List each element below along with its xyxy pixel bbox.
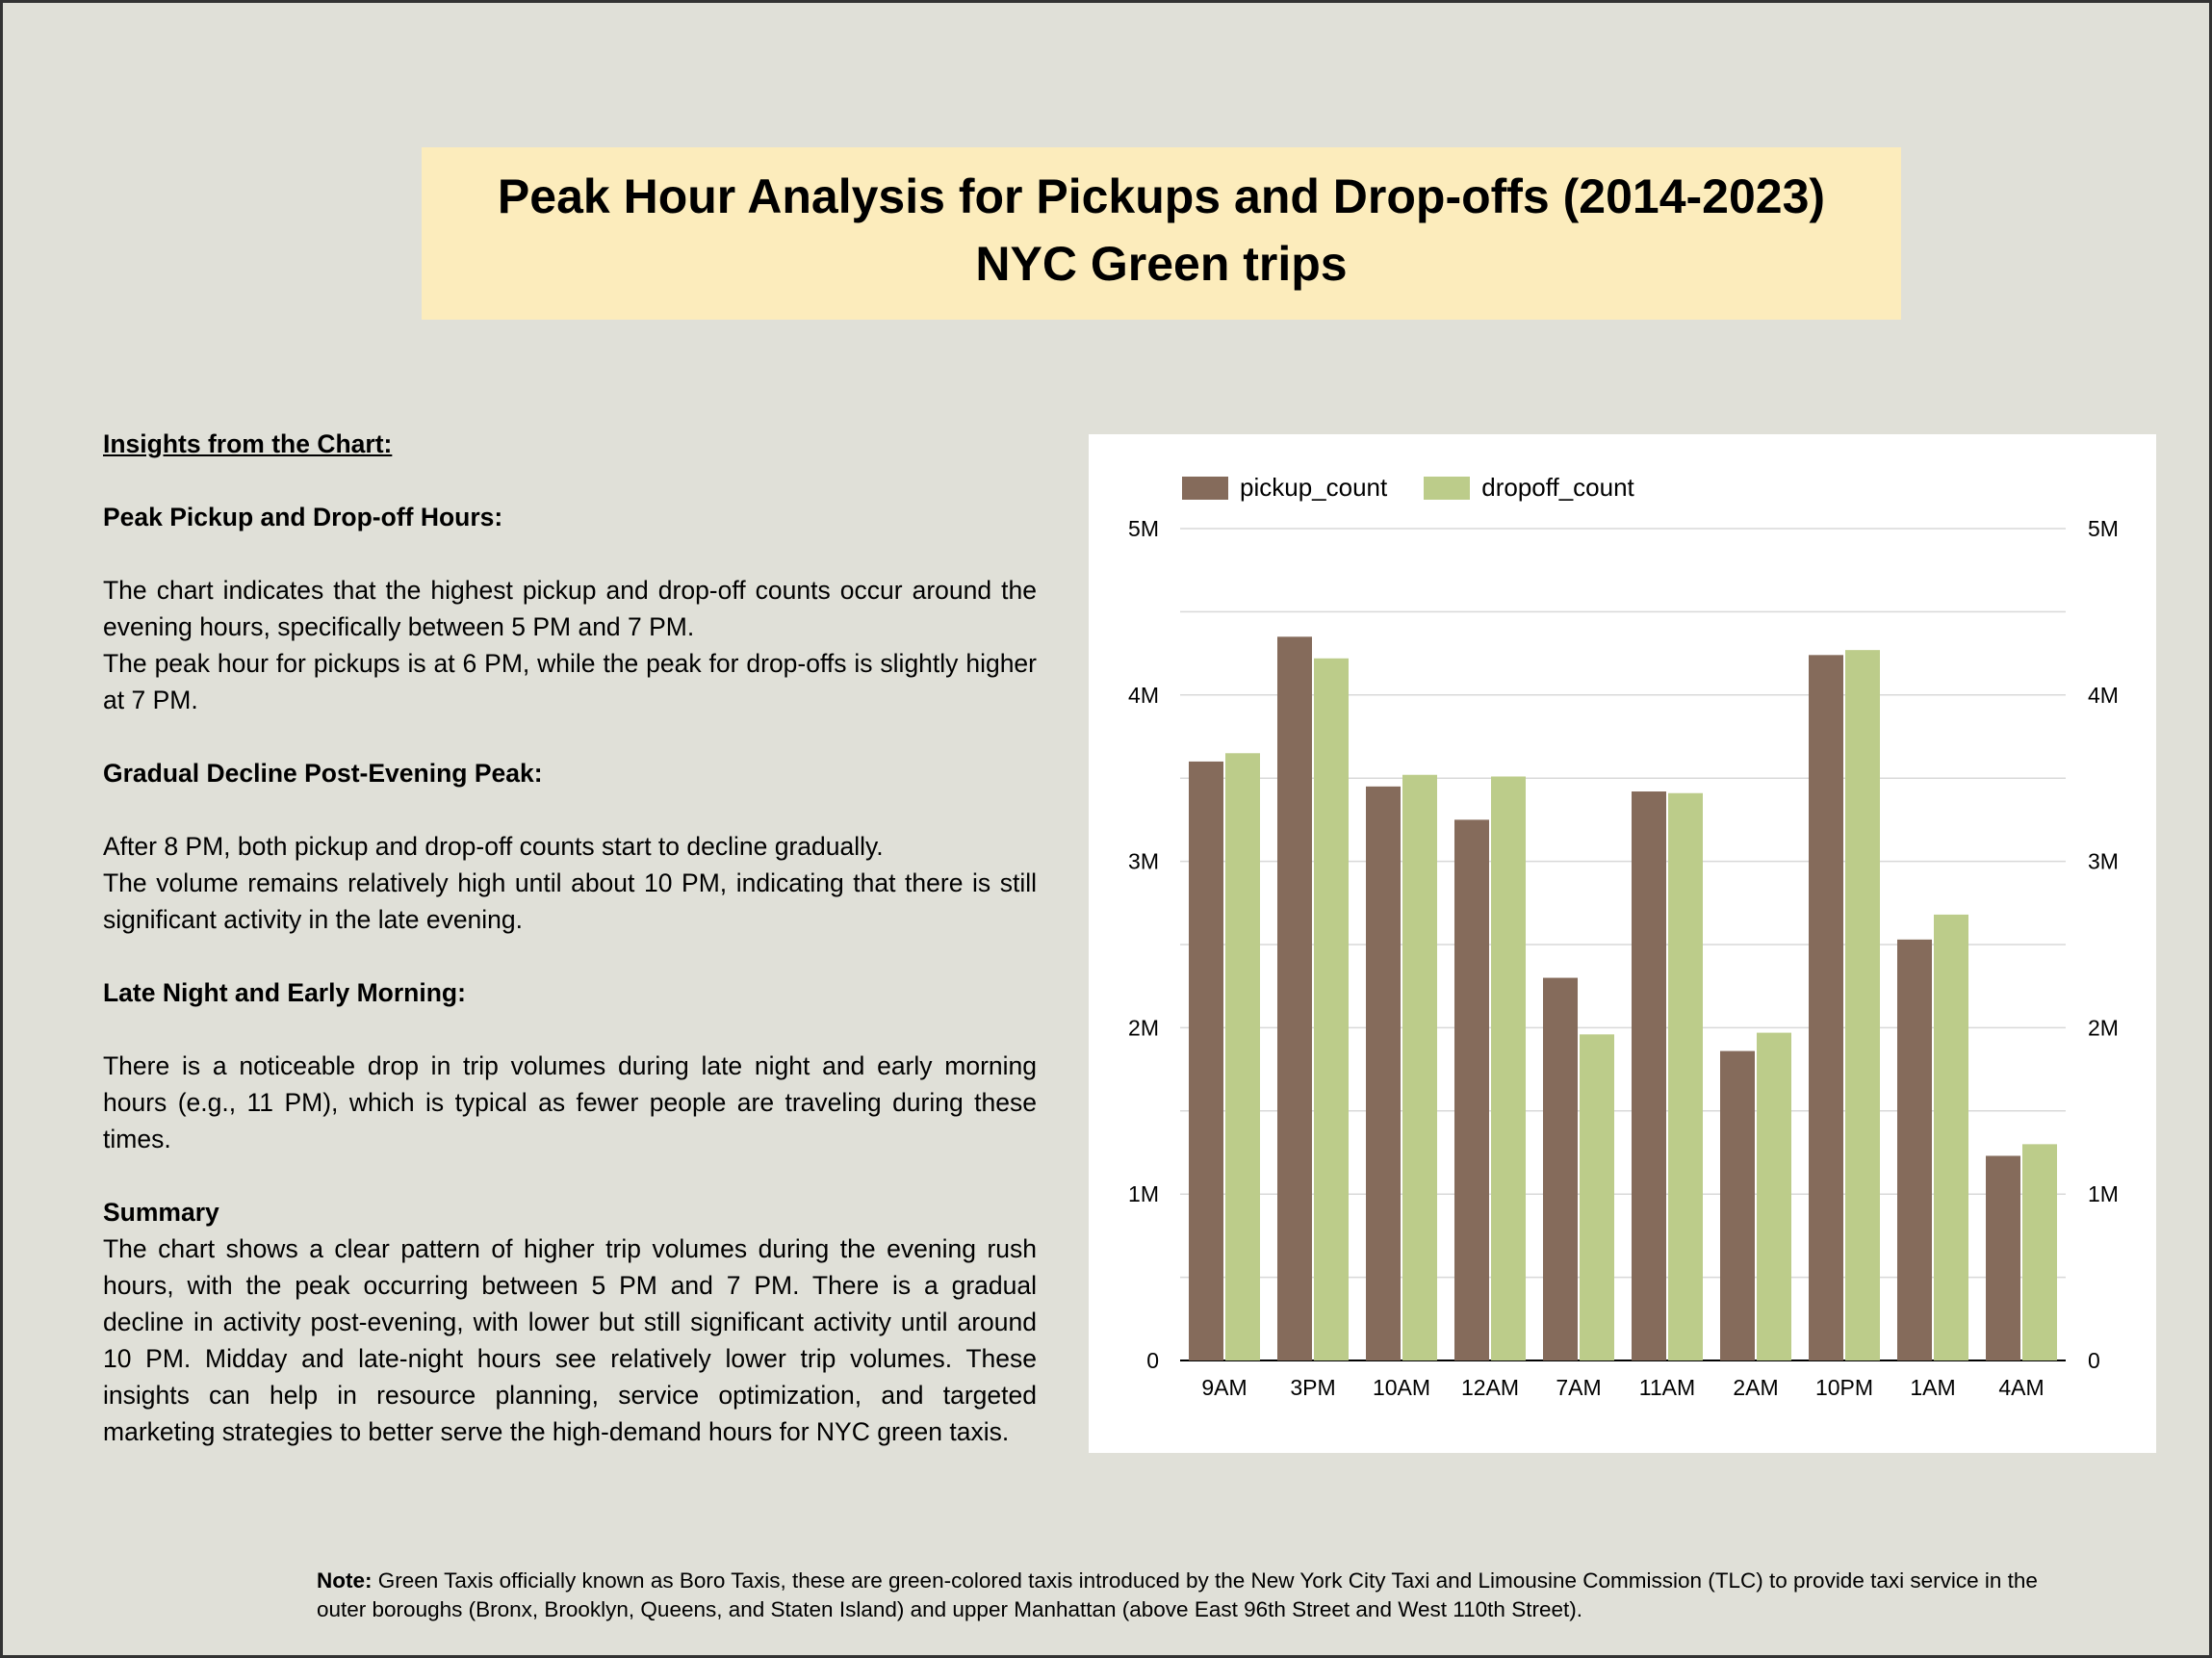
section-2-title: Gradual Decline Post-Evening Peak: [103, 759, 543, 788]
section-1-title: Peak Pickup and Drop-off Hours: [103, 503, 503, 531]
summary-title: Summary [103, 1198, 219, 1227]
y-tick-label-left: 3M [1128, 849, 1159, 874]
bar-pickup [1720, 1050, 1755, 1360]
bar-pickup [1454, 819, 1489, 1360]
legend-item-pickup: pickup_count [1182, 473, 1387, 503]
bar-dropoff [1845, 650, 1880, 1360]
y-tick-label-right: 4M [2088, 683, 2119, 708]
footnote: Note: Green Taxis officially known as Bo… [317, 1567, 2049, 1624]
x-tick-label: 9AM [1201, 1375, 1247, 1400]
section-1-paragraph-1: The chart indicates that the highest pic… [103, 576, 1037, 641]
bar-dropoff [1491, 776, 1526, 1360]
legend-label-dropoff: dropoff_count [1481, 473, 1634, 502]
bar-dropoff [1580, 1034, 1614, 1360]
x-tick-label: 11AM [1639, 1375, 1695, 1400]
x-tick-label: 4AM [1998, 1375, 2044, 1400]
section-1-paragraph-2: The peak hour for pickups is at 6 PM, wh… [103, 649, 1037, 714]
x-tick-label: 3PM [1290, 1375, 1335, 1400]
x-tick-label: 7AM [1556, 1375, 1601, 1400]
bar-chart: 0 0 1M 1M 2M 2M 3M 3M 4M 4M 5M 5M 9AM 3PM 10AM 12AM 7AM 1… [1128, 516, 2119, 1400]
bar-pickup [1189, 761, 1223, 1360]
y-tick-label-right: 2M [2088, 1015, 2119, 1040]
section-3-title: Late Night and Early Morning: [103, 978, 466, 1007]
bar-dropoff [1225, 753, 1260, 1360]
bar-dropoff [1934, 914, 1968, 1360]
bar-pickup [1986, 1155, 2020, 1360]
title-box: Peak Hour Analysis for Pickups and Drop-… [422, 147, 1901, 320]
bar-pickup [1366, 786, 1401, 1360]
legend-swatch-dropoff [1424, 476, 1471, 500]
y-tick-label-left: 0 [1146, 1348, 1159, 1373]
bar-dropoff [1314, 658, 1349, 1360]
insights-panel: Insights from the Chart: Peak Pickup and… [103, 426, 1037, 1487]
bar-dropoff [2022, 1144, 2057, 1360]
legend-swatch-pickup [1182, 476, 1228, 500]
bar-dropoff [1668, 792, 1703, 1360]
x-tick-label: 1AM [1910, 1375, 1955, 1400]
bar-pickup [1277, 636, 1312, 1360]
bar-pickup [1543, 977, 1578, 1360]
slide: Peak Hour Analysis for Pickups and Drop-… [3, 3, 2209, 1655]
legend-item-dropoff: dropoff_count [1424, 473, 1634, 503]
summary-text: The chart shows a clear pattern of highe… [103, 1234, 1037, 1446]
section-2-paragraph-1: After 8 PM, both pickup and drop-off cou… [103, 832, 884, 861]
y-tick-label-left: 5M [1128, 516, 1159, 541]
section-3-paragraph-1: There is a noticeable drop in trip volum… [103, 1051, 1037, 1153]
x-tick-label: 10PM [1815, 1375, 1873, 1400]
y-tick-label-left: 4M [1128, 683, 1159, 708]
bar-pickup [1809, 655, 1843, 1360]
note-label: Note: [317, 1568, 373, 1593]
bar-dropoff [1757, 1032, 1791, 1360]
x-tick-label: 12AM [1461, 1375, 1519, 1400]
chart-legend: pickup_count dropoff_count [1182, 473, 1671, 503]
chart-container: pickup_count dropoff_count 0 0 1M 1M 2M 2M 3M 3… [1089, 434, 2156, 1453]
x-tick-label: 2AM [1733, 1375, 1778, 1400]
y-tick-label-right: 5M [2088, 516, 2119, 541]
y-tick-label-left: 2M [1128, 1015, 1159, 1040]
legend-label-pickup: pickup_count [1240, 473, 1388, 502]
x-tick-label: 10AM [1373, 1375, 1430, 1400]
insights-heading: Insights from the Chart: [103, 429, 393, 458]
note-text: Green Taxis officially known as Boro Tax… [317, 1568, 2038, 1621]
title-line-1: Peak Hour Analysis for Pickups and Drop-… [497, 169, 1826, 223]
section-2-paragraph-2: The volume remains relatively high until… [103, 868, 1037, 934]
y-tick-label-right: 0 [2088, 1348, 2100, 1373]
bar-dropoff [1402, 774, 1437, 1360]
title-line-2: NYC Green trips [975, 237, 1348, 291]
bar-pickup [1897, 939, 1932, 1360]
bar-pickup [1632, 791, 1666, 1360]
y-tick-label-left: 1M [1128, 1181, 1159, 1206]
y-tick-label-right: 3M [2088, 849, 2119, 874]
y-tick-label-right: 1M [2088, 1181, 2119, 1206]
